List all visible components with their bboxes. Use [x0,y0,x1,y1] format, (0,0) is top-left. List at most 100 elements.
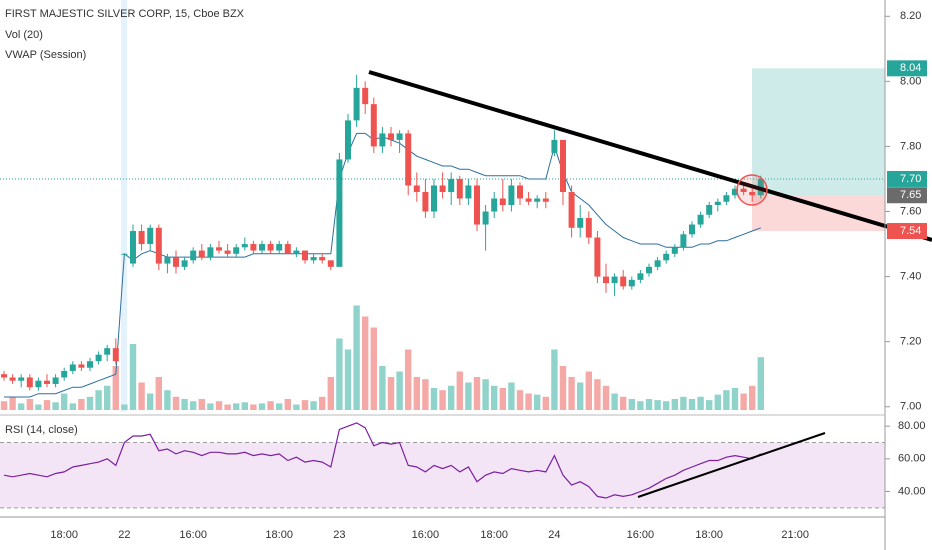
volume-bar [731,388,739,410]
candle-body [603,276,609,284]
y-tick-label: 8.20 [900,10,921,22]
candle-body [147,227,154,245]
price-badge-label: 7.70 [900,173,921,185]
volume-bar [129,344,137,410]
volume-bar [215,401,223,410]
rsi-line [3,422,762,499]
plot [0,68,885,509]
volume-bar [637,401,644,410]
price-badge-label: 7.65 [900,189,921,201]
volume-bar [293,404,300,410]
volume-bar [147,393,154,410]
volume-bar [233,403,240,410]
volume-bar [164,390,171,410]
candle-body [95,354,102,362]
volume-bar [155,377,162,410]
x-tick-label: 18:00 [50,529,78,541]
candle-body [78,364,85,368]
volume-bar [284,399,291,410]
candle-body [224,250,231,254]
candle-body [551,139,558,153]
candle-body [560,139,566,192]
candle-body [61,370,68,378]
volume-bar [714,394,721,410]
candle-body [740,188,747,192]
candle-body [474,185,480,225]
candle-body [44,380,50,384]
candle-body [482,211,489,225]
candle-body [112,348,119,362]
rsi-band [0,442,885,508]
candle-body [456,178,463,199]
volume-bar [456,371,463,410]
candle-body [26,377,33,388]
volume-bar [207,403,214,410]
candle-body [525,198,532,202]
x-tick-label: 18:00 [265,529,293,541]
volume-bar [9,396,16,410]
candle-body [413,185,420,192]
y-tick-label: 8.00 [900,75,921,87]
candle-body [448,178,455,192]
volume-bar [224,404,231,410]
candle-body [319,257,326,261]
volume-bar [104,385,111,410]
volume-bar [344,349,352,410]
volume-bar [620,396,627,410]
volume-bar [0,401,8,410]
candle-body [327,260,334,267]
volume-bar [516,390,524,410]
candle-body [585,218,592,238]
volume-bar [654,400,661,410]
volume-bar [628,399,635,410]
x-tick-label: 16:00 [412,529,440,541]
volume-bar [551,349,558,410]
volume-bar [138,382,145,410]
candle-body [284,244,291,254]
volume-bar [405,349,412,410]
volume-bar [250,404,257,410]
candle-body [671,247,678,254]
volume-bar [611,393,618,410]
candle-body [267,244,274,251]
highlight-circle [736,174,768,206]
volume-bar [181,399,188,410]
rsi-y-tick-label: 40.00 [898,485,926,497]
candle-body [577,218,584,228]
candle-body [138,231,145,245]
candle-body [233,247,240,254]
candle-body [723,195,730,202]
volume-bar [688,399,696,410]
candle-body [52,377,59,384]
volume-bar [86,396,94,410]
volume-bar [757,357,764,410]
volume-bar [577,382,584,410]
volume-bar [95,390,102,410]
volume-bar [594,379,601,410]
volume-bar [491,385,498,410]
volume-bar [69,403,76,410]
y-tick-label: 7.40 [900,270,921,282]
price-badge [887,187,927,204]
candle-body [241,244,248,248]
price-badge-label: 8.04 [900,62,921,74]
candle-body [336,159,343,267]
candle-body [18,377,25,381]
y-tick-label: 7.80 [900,140,921,152]
volume-bar [52,402,59,410]
candle-body [594,237,601,277]
volume-bar [413,377,420,410]
indicator-label: VWAP (Session) [5,49,86,61]
candle-body [121,253,128,255]
candle-body [379,133,386,147]
volume-bar [706,400,713,410]
candle-body [697,214,704,225]
candle-body [568,191,575,228]
volume-bar [542,396,549,410]
session-highlight [121,0,127,412]
volume-bar [121,404,128,410]
volume-bar [43,400,51,410]
volume-bar [465,382,472,410]
